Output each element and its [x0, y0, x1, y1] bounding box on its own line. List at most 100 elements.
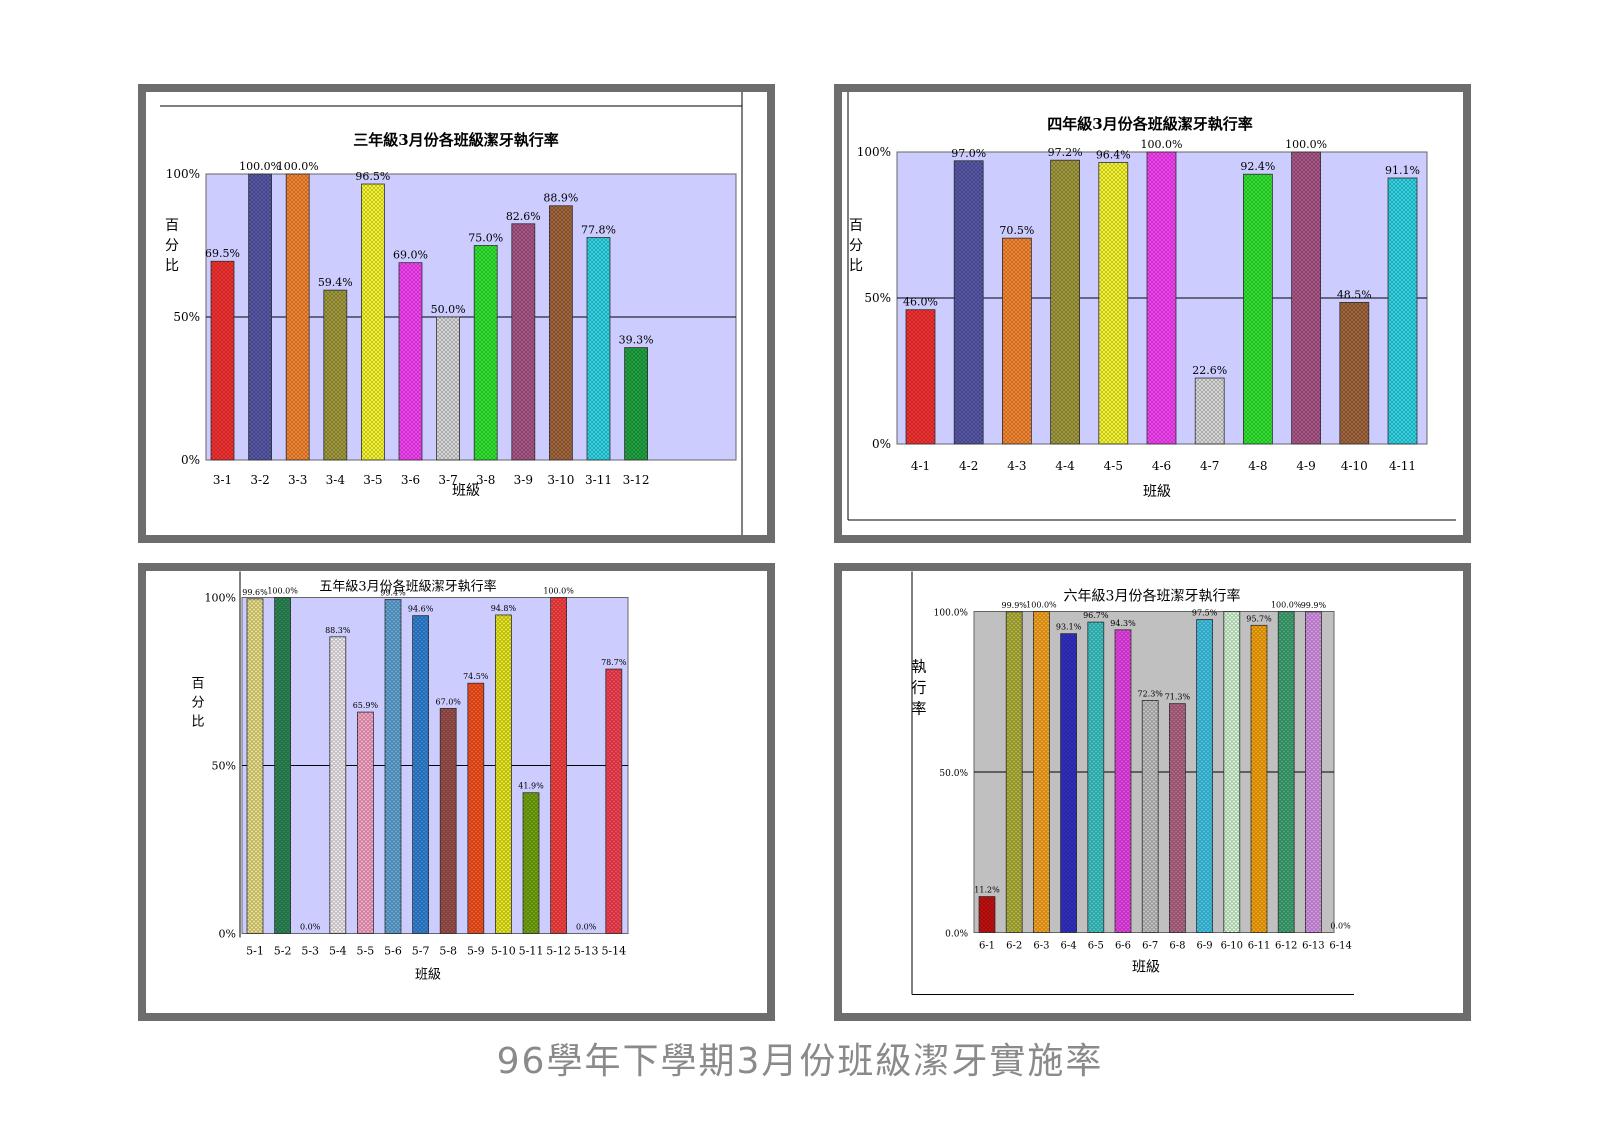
- x-tick-label: 6-9: [1197, 941, 1213, 952]
- bar-hatch: [1169, 703, 1186, 933]
- x-tick-label: 6-2: [1006, 941, 1022, 952]
- data-label: 69.0%: [393, 249, 428, 262]
- data-label: 22.6%: [1192, 364, 1227, 377]
- bar: [511, 223, 536, 461]
- x-tick-label: 4-2: [959, 459, 978, 473]
- bar-hatch: [1087, 622, 1104, 933]
- x-tick-label: 5-13: [574, 945, 599, 958]
- x-tick-label: 6-3: [1033, 941, 1049, 952]
- data-label: 97.2%: [1048, 146, 1083, 159]
- bar-hatch: [467, 683, 484, 934]
- y-axis-label: 百分比: [165, 218, 179, 274]
- x-tick-label: 5-4: [329, 945, 347, 958]
- data-label: 65.9%: [353, 701, 379, 710]
- bar-hatch: [1223, 611, 1240, 933]
- bar: [274, 597, 292, 934]
- bar-hatch: [1339, 302, 1369, 444]
- bar-hatch: [979, 896, 995, 933]
- bar: [905, 309, 936, 445]
- bar-hatch: [211, 261, 234, 460]
- bar-hatch: [549, 205, 573, 460]
- data-label: 72.3%: [1137, 689, 1163, 698]
- bar-hatch: [1006, 611, 1023, 933]
- x-tick-label: 5-12: [546, 945, 571, 958]
- bar-hatch: [906, 309, 935, 444]
- y-tick-label: 50.0%: [939, 769, 968, 779]
- x-tick-label: 3-3: [288, 473, 307, 487]
- x-tick-label: 5-9: [467, 945, 485, 958]
- x-tick-label: 3-8: [476, 473, 495, 487]
- x-tick-label: 5-6: [384, 945, 402, 958]
- bar-hatch: [1050, 160, 1080, 444]
- bar-hatch: [329, 636, 346, 934]
- bar-hatch: [274, 597, 291, 934]
- x-tick-label: 4-8: [1248, 459, 1267, 473]
- data-label: 100.0%: [267, 587, 298, 596]
- x-tick-label: 5-7: [412, 945, 430, 958]
- bar: [1194, 377, 1225, 445]
- x-tick-label: 4-11: [1389, 459, 1416, 473]
- bar: [586, 237, 611, 461]
- bar: [1223, 611, 1241, 933]
- x-tick-label: 4-10: [1341, 459, 1368, 473]
- bar: [439, 707, 457, 934]
- bar: [1032, 611, 1050, 933]
- bar: [323, 289, 348, 461]
- data-label: 50.0%: [431, 303, 466, 316]
- data-label: 100.0%: [277, 160, 319, 173]
- x-tick-label: 3-5: [363, 473, 382, 487]
- data-label: 99.9%: [1001, 601, 1027, 610]
- x-tick-label: 4-9: [1296, 459, 1315, 473]
- bar: [1087, 621, 1105, 933]
- x-tick-label: 3-7: [438, 473, 457, 487]
- bar-hatch: [511, 223, 535, 460]
- y-tick-label: 100.0%: [934, 609, 969, 619]
- chart-panel-grade-3: 0% 50% 100% 三年級3月份各班級潔牙執行率 百分比 班級 69.5% 3-1 100.…: [138, 84, 775, 543]
- y-tick-label: 100%: [857, 145, 891, 159]
- data-label: 96.7%: [1083, 611, 1109, 620]
- bar: [210, 260, 235, 461]
- y-tick-label: 0%: [219, 928, 236, 941]
- bar-hatch: [954, 160, 984, 444]
- x-tick-label: 6-12: [1275, 941, 1297, 952]
- bar: [1304, 611, 1322, 933]
- bar: [1005, 611, 1023, 933]
- x-axis-label: 班級: [452, 483, 480, 499]
- data-label: 88.3%: [325, 626, 351, 635]
- data-label: 82.6%: [506, 210, 541, 223]
- bar: [548, 205, 573, 461]
- data-label: 0.0%: [576, 923, 597, 932]
- bar: [1387, 177, 1418, 445]
- x-tick-label: 6-5: [1088, 941, 1104, 952]
- y-tick-label: 0.0%: [945, 930, 968, 940]
- bar: [522, 792, 540, 934]
- bar-hatch: [399, 262, 422, 460]
- bar: [1339, 301, 1370, 445]
- bar-hatch: [1243, 174, 1273, 444]
- data-label: 70.5%: [999, 224, 1034, 237]
- bar: [1050, 159, 1081, 445]
- data-label: 88.9%: [543, 192, 578, 205]
- bar-hatch: [436, 317, 460, 460]
- x-tick-label: 6-14: [1329, 941, 1351, 952]
- bar-hatch: [1060, 633, 1077, 933]
- bar: [1277, 611, 1295, 933]
- x-tick-label: 3-12: [623, 473, 650, 487]
- data-label: 95.7%: [1246, 614, 1272, 623]
- y-axis-label: 百分比: [849, 218, 863, 274]
- bar-hatch: [247, 598, 263, 934]
- bar-hatch: [286, 174, 310, 460]
- y-tick-label: 50%: [173, 310, 200, 324]
- data-label: 97.0%: [951, 147, 986, 160]
- data-label: 67.0%: [435, 697, 461, 706]
- x-tick-label: 4-1: [911, 459, 930, 473]
- y-tick-label: 0%: [181, 453, 200, 467]
- data-label: 46.0%: [903, 296, 938, 309]
- data-label: 0.0%: [1330, 922, 1351, 931]
- bar: [1242, 173, 1273, 445]
- bar: [1146, 151, 1177, 445]
- bar: [467, 682, 485, 934]
